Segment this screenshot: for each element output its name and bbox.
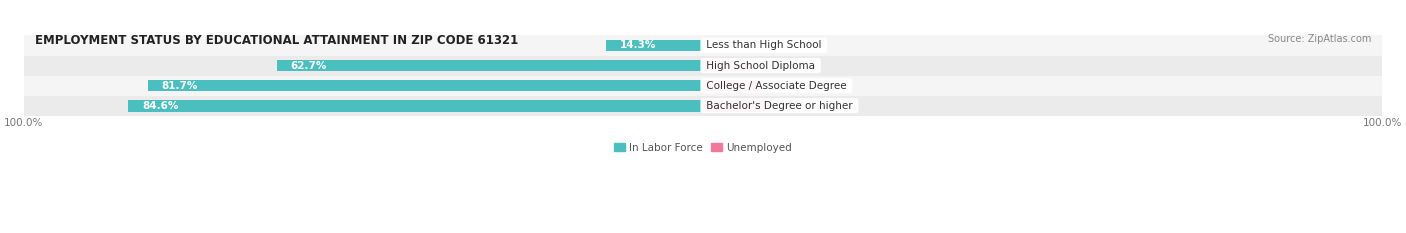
Bar (148, 80, 703, 91)
Text: Bachelor's Degree or higher: Bachelor's Degree or higher (703, 101, 856, 111)
Text: 62.7%: 62.7% (291, 61, 328, 71)
Text: 9.1%: 9.1% (779, 101, 804, 111)
Text: 14.3%: 14.3% (620, 41, 655, 51)
Bar (703, 60, 747, 71)
Legend: In Labor Force, Unemployed: In Labor Force, Unemployed (610, 138, 796, 157)
Text: Less than High School: Less than High School (703, 41, 825, 51)
Bar (24, 75, 1382, 96)
Text: 84.6%: 84.6% (142, 101, 179, 111)
Bar (277, 60, 703, 71)
Bar (606, 40, 703, 51)
Text: EMPLOYMENT STATUS BY EDUCATIONAL ATTAINMENT IN ZIP CODE 61321: EMPLOYMENT STATUS BY EDUCATIONAL ATTAINM… (35, 34, 517, 48)
Bar (24, 35, 1382, 55)
Bar (24, 55, 1382, 75)
Bar (703, 80, 759, 91)
Bar (128, 100, 703, 112)
Text: College / Associate Degree: College / Associate Degree (703, 81, 849, 91)
Text: 8.2%: 8.2% (772, 81, 799, 91)
Text: 0.0%: 0.0% (717, 41, 742, 51)
Bar (703, 100, 765, 112)
Text: 81.7%: 81.7% (162, 81, 198, 91)
Bar (24, 96, 1382, 116)
Text: 6.4%: 6.4% (761, 61, 786, 71)
Text: Source: ZipAtlas.com: Source: ZipAtlas.com (1268, 34, 1371, 45)
Text: High School Diploma: High School Diploma (703, 61, 818, 71)
